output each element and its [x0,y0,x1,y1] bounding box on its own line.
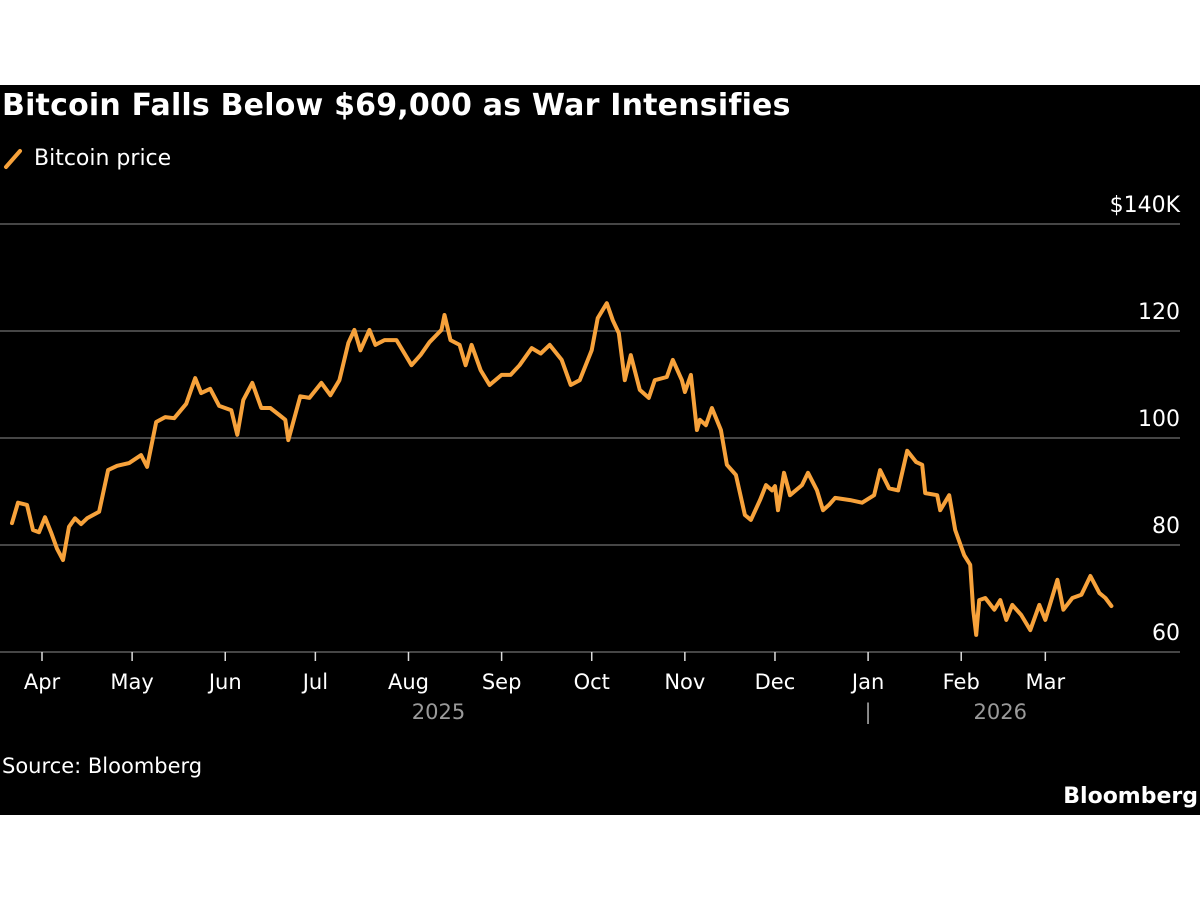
legend: Bitcoin price [2,145,171,171]
y-tick-label: 60 [1152,621,1180,646]
year-label: 2026 [974,700,1027,724]
x-tick-label: Nov [664,670,705,694]
x-tick-label: Jan [850,670,884,694]
y-tick-label: $140K [1110,193,1181,218]
y-tick-label: 100 [1138,407,1180,432]
y-tick-label: 80 [1152,514,1180,539]
chart-panel [0,85,1200,815]
bloomberg-logo: Bloomberg [1063,784,1198,809]
x-tick-label: Sep [482,670,522,694]
y-tick-label: 120 [1138,300,1180,325]
source-note: Source: Bloomberg [2,754,203,778]
x-tick-label: Aug [388,670,429,694]
legend-swatch-icon [4,149,22,169]
x-tick-label: Dec [755,670,796,694]
year-separator: | [865,700,872,725]
x-tick-label: Mar [1026,670,1066,694]
x-tick-label: Jun [207,670,242,694]
x-tick-label: May [110,670,153,694]
series-line-bitcoin-price [10,301,1114,637]
chart-title: Bitcoin Falls Below $69,000 as War Inten… [2,88,791,123]
year-label: 2025 [412,700,465,724]
x-tick-label: Feb [943,670,980,694]
x-tick-label: Oct [574,670,610,694]
legend-label: Bitcoin price [34,145,172,171]
x-tick-label: Jul [301,670,328,694]
x-tick-label: Apr [24,670,61,694]
